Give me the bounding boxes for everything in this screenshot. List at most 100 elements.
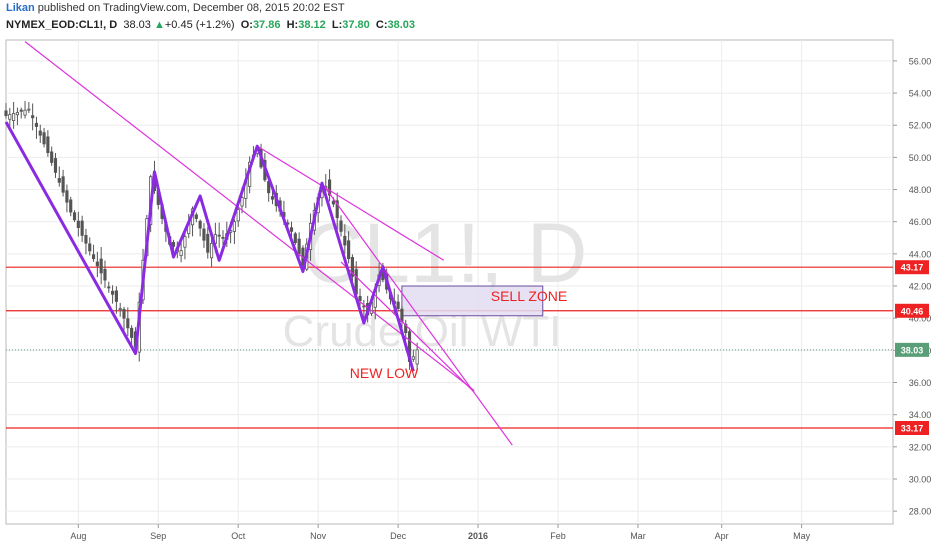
candle-body bbox=[411, 356, 415, 360]
y-tick-label: 46.00 bbox=[909, 217, 932, 227]
up-arrow-icon: ▲ bbox=[153, 19, 165, 31]
candle-body bbox=[42, 132, 46, 145]
trendline bbox=[340, 261, 475, 393]
high-value: 38.12 bbox=[298, 19, 326, 31]
y-tick-label: 28.00 bbox=[909, 507, 932, 517]
publish-info: Likan published on TradingView.com, Dece… bbox=[6, 2, 345, 14]
grid-lines bbox=[6, 40, 893, 524]
candle-body bbox=[27, 108, 31, 111]
y-tick-label: 40.00 bbox=[909, 314, 932, 324]
zigzag-pattern[interactable] bbox=[4, 121, 415, 372]
sell-zone-label: SELL ZONE bbox=[491, 288, 568, 304]
candle-body bbox=[270, 196, 275, 200]
candle-body bbox=[69, 199, 73, 213]
candle-body bbox=[80, 220, 84, 236]
x-tick-label: Oct bbox=[231, 531, 246, 541]
x-tick-label: Apr bbox=[715, 531, 729, 541]
level-tag-label: 43.17 bbox=[901, 263, 924, 273]
candle-body bbox=[84, 235, 88, 244]
candle-body bbox=[297, 238, 301, 255]
candle-body bbox=[331, 200, 335, 205]
level-tag bbox=[895, 303, 929, 318]
candle-body bbox=[95, 261, 99, 267]
open-label: O: bbox=[240, 19, 253, 31]
candle-body bbox=[19, 109, 23, 112]
level-tag bbox=[895, 421, 929, 436]
close-label: C: bbox=[375, 19, 388, 31]
candle-body bbox=[328, 179, 332, 196]
time-axis[interactable]: Aug Sep Oct Nov Dec 2016 Feb Mar Apr May bbox=[70, 524, 811, 541]
candle-body bbox=[221, 236, 225, 239]
candle-body bbox=[209, 243, 214, 259]
candle-body bbox=[179, 250, 183, 257]
y-tick-label: 50.00 bbox=[909, 153, 932, 163]
y-tick-label: 34.00 bbox=[909, 410, 932, 420]
author-link[interactable]: Likan bbox=[6, 2, 35, 14]
candle-body bbox=[103, 268, 107, 281]
symbol-label[interactable]: NYMEX_EOD:CL1!, D bbox=[6, 19, 118, 31]
published-text: published on TradingView.com, December 0… bbox=[37, 2, 345, 14]
candle-body bbox=[107, 286, 111, 289]
low-label: L: bbox=[331, 19, 343, 31]
x-tick-label: Sep bbox=[150, 531, 166, 541]
candle-body bbox=[339, 220, 343, 232]
candle-body bbox=[183, 236, 187, 248]
level-tag-label: 33.17 bbox=[901, 424, 924, 434]
candle-body bbox=[15, 111, 20, 116]
candle-body bbox=[130, 327, 134, 338]
open-value: 37.86 bbox=[252, 19, 281, 31]
candle-body bbox=[99, 258, 103, 274]
y-tick-label: 56.00 bbox=[909, 56, 932, 66]
candle-body bbox=[202, 228, 206, 241]
candle-body bbox=[57, 178, 61, 183]
y-tick-label: 30.00 bbox=[909, 474, 932, 484]
candle-body bbox=[114, 290, 118, 302]
candle-body bbox=[126, 318, 130, 329]
y-tick-label: 48.00 bbox=[909, 185, 932, 195]
plot-frame bbox=[5, 39, 894, 525]
sell-zone-box[interactable] bbox=[401, 285, 544, 317]
candle-body bbox=[335, 200, 339, 219]
candle-body bbox=[91, 254, 96, 260]
candle-body bbox=[217, 234, 221, 237]
candle-body bbox=[65, 190, 69, 203]
candle-body bbox=[206, 233, 210, 253]
x-tick-label: May bbox=[793, 531, 811, 541]
candle-body bbox=[293, 233, 297, 244]
trendline bbox=[24, 41, 475, 392]
candle-body bbox=[46, 136, 50, 153]
candle-body bbox=[358, 296, 362, 301]
candle-body bbox=[118, 308, 122, 310]
change-value: +0.45 (+1.2%) bbox=[164, 19, 235, 31]
candle-body bbox=[76, 220, 80, 228]
symbol-info: NYMEX_EOD:CL1!, D 38.03 ▲+0.45 (+1.2%) O… bbox=[6, 19, 415, 31]
x-tick-label: Feb bbox=[550, 531, 566, 541]
candle-body bbox=[88, 243, 92, 252]
candle-body bbox=[194, 214, 198, 219]
candle-body bbox=[34, 122, 39, 127]
candle-body bbox=[232, 221, 236, 232]
level-tag bbox=[895, 260, 929, 275]
price-axis[interactable]: 28.0030.0032.0034.0036.0038.0040.0042.00… bbox=[893, 56, 932, 517]
candle-body bbox=[415, 349, 419, 365]
x-tick-label: Dec bbox=[390, 531, 407, 541]
price-tags: 43.17 40.46 33.17 38.03 bbox=[895, 260, 929, 436]
y-tick-label: 52.00 bbox=[909, 121, 932, 131]
y-tick-label: 44.00 bbox=[909, 249, 932, 259]
x-tick-label: Aug bbox=[70, 531, 86, 541]
candle-body bbox=[53, 158, 58, 173]
candle-body bbox=[50, 151, 54, 163]
trendline bbox=[321, 182, 513, 446]
candle-body bbox=[350, 257, 355, 277]
trendline bbox=[256, 145, 445, 261]
candle-body bbox=[8, 114, 12, 120]
candle-body bbox=[343, 235, 347, 246]
candle-body bbox=[347, 240, 351, 260]
last-price-tag bbox=[895, 342, 929, 357]
candle-body bbox=[111, 290, 115, 295]
candle-body bbox=[198, 220, 202, 229]
trendlines[interactable] bbox=[24, 41, 513, 446]
candle-body bbox=[240, 197, 244, 207]
